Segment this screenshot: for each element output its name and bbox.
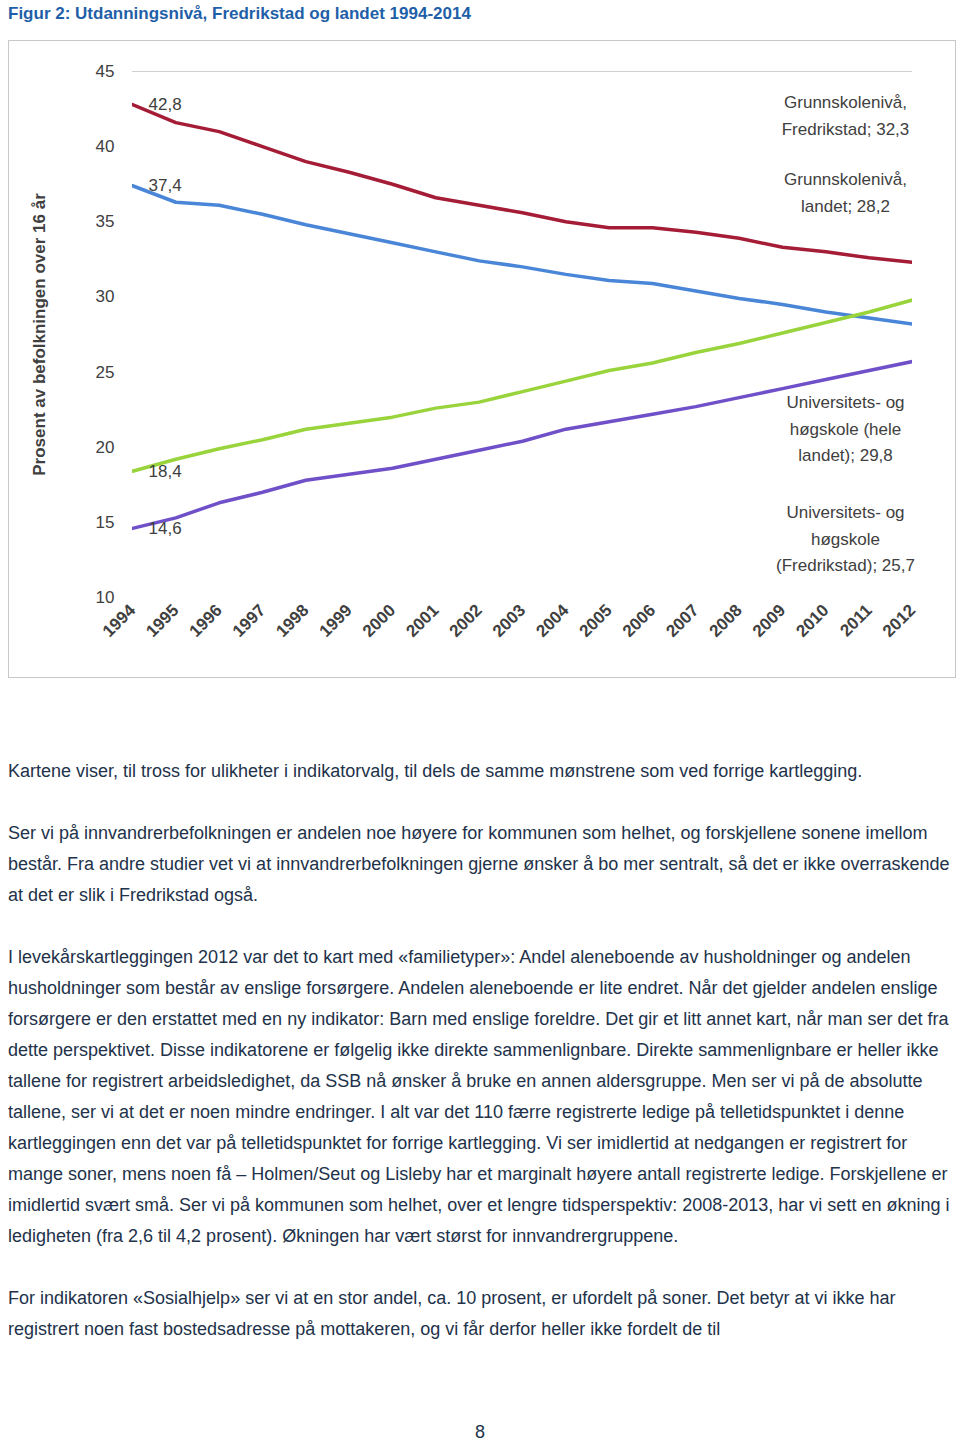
svg-text:42,8: 42,8 [149,95,182,114]
html-text:8: 8 [475,1422,485,1442]
svg-text:2007: 2007 [662,601,702,641]
svg-text:Prosent av befolkningen over 1: Prosent av befolkningen over 16 år [30,193,49,476]
svg-text:Grunnskolenivå,landet; 28,2: Grunnskolenivå,landet; 28,2 [784,170,907,215]
svg-text:2003: 2003 [489,601,529,641]
svg-text:2002: 2002 [446,601,486,641]
svg-text:15: 15 [96,513,115,532]
svg-text:1997: 1997 [229,601,269,641]
html-text:Ser vi på innvandrerbefolkning: Ser vi på innvandrerbefolkningen er ande… [8,823,950,905]
svg-text:35: 35 [96,212,115,231]
svg-text:1996: 1996 [186,601,226,641]
html-text:For indikatoren «Sosialhjelp»: For indikatoren «Sosialhjelp» ser vi at … [8,1288,896,1339]
svg-text:1995: 1995 [142,601,182,641]
svg-text:30: 30 [96,287,115,306]
svg-text:2012: 2012 [879,601,919,641]
html-text:I levekårskartleggingen 2012 v: I levekårskartleggingen 2012 var det to … [8,947,950,1246]
svg-text:2004: 2004 [532,600,573,641]
svg-text:Universitets- oghøgskole (hele: Universitets- oghøgskole (helelandet); 2… [786,393,904,465]
svg-text:14,6: 14,6 [149,519,182,538]
svg-text:Universitets- oghøgskole(Fredr: Universitets- oghøgskole(Fredrikstad); 2… [776,503,915,575]
svg-text:2010: 2010 [792,601,832,641]
html-text:Kartene viser, til tross for u: Kartene viser, til tross for ulikheter i… [8,761,863,781]
svg-text:18,4: 18,4 [149,462,182,481]
svg-text:2005: 2005 [576,601,616,641]
svg-text:1999: 1999 [316,601,356,641]
svg-text:2000: 2000 [359,601,399,641]
svg-text:40: 40 [96,137,115,156]
svg-text:2006: 2006 [619,601,659,641]
svg-text:10: 10 [96,588,115,607]
svg-text:2009: 2009 [749,601,789,641]
svg-text:2001: 2001 [402,601,442,641]
svg-text:20: 20 [96,438,115,457]
svg-text:2011: 2011 [836,601,876,641]
html-text:Figur 2: Utdanningsnivå, Fredr: Figur 2: Utdanningsnivå, Fredrikstad og … [8,4,471,23]
svg-text:1998: 1998 [272,601,312,641]
svg-text:2008: 2008 [706,601,746,641]
svg-text:Grunnskolenivå,Fredrikstad; 32: Grunnskolenivå,Fredrikstad; 32,3 [782,93,910,138]
svg-text:45: 45 [96,62,115,81]
svg-text:37,4: 37,4 [149,176,182,195]
svg-text:25: 25 [96,363,115,382]
svg-text:1994: 1994 [99,600,140,641]
